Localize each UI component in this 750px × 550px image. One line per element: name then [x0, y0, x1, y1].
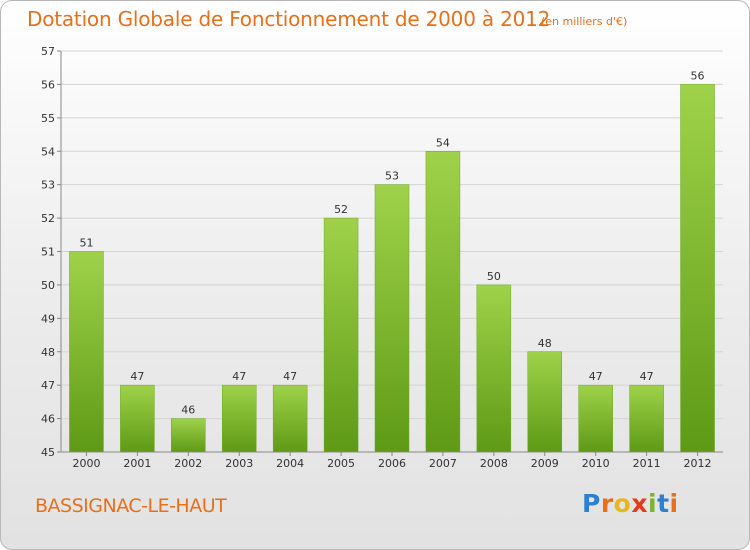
logo-letter: r [600, 489, 614, 518]
proxiti-logo: Proxiti [582, 489, 679, 518]
data-label-2011: 47 [640, 370, 654, 383]
data-labels: 51 47 46 47 47 52 53 54 50 48 47 47 56 [79, 69, 704, 416]
y-tick-label: 52 [41, 212, 55, 225]
bar-2006 [374, 184, 410, 453]
chart-unit: (en milliers d'€) [541, 15, 628, 28]
x-tick-label: 2000 [72, 457, 100, 470]
bar-2004 [272, 384, 308, 453]
y-tick-label: 49 [41, 312, 55, 325]
x-tick-label: 2012 [684, 457, 712, 470]
axes [60, 51, 723, 453]
bar-2001 [120, 384, 155, 453]
x-tick-label: 2002 [174, 457, 202, 470]
x-tick-label: 2006 [378, 457, 406, 470]
data-label-2010: 47 [589, 370, 603, 383]
x-tick-label: 2003 [225, 457, 253, 470]
y-tick-label: 50 [41, 279, 55, 292]
y-tick-label: 45 [41, 446, 55, 459]
data-label-2012: 56 [691, 69, 705, 82]
data-label-2008: 50 [487, 270, 501, 283]
data-label-2004: 47 [283, 370, 297, 383]
logo-letter: t [657, 489, 670, 518]
y-tick-label: 47 [41, 379, 55, 392]
y-tick-label: 55 [41, 112, 55, 125]
commune-name: BASSIGNAC-LE-HAUT [35, 495, 227, 517]
data-label-2002: 46 [181, 404, 195, 417]
data-label-2003: 47 [232, 370, 246, 383]
bar-2005 [323, 217, 359, 453]
data-label-2009: 48 [538, 337, 552, 350]
bar-2007 [425, 151, 461, 453]
bar-2003 [221, 384, 257, 453]
bar-2000 [69, 251, 104, 453]
y-tick-label: 48 [41, 346, 55, 359]
bar-2008 [476, 284, 512, 453]
data-label-2001: 47 [130, 370, 144, 383]
data-label-2006: 53 [385, 170, 399, 183]
bar-2011 [629, 384, 664, 453]
y-tick-label: 46 [41, 413, 55, 426]
x-axis-ticks: 2000 2001 2002 2003 2004 2005 2006 2007 2008 2009… [72, 452, 712, 470]
logo-letter: i [648, 489, 658, 518]
chart-title: Dotation Globale de Fonctionnement de 20… [27, 7, 551, 31]
x-tick-label: 2005 [327, 457, 355, 470]
y-tick-label: 54 [41, 145, 55, 158]
bar-2010 [578, 384, 613, 453]
logo-letter: i [669, 489, 679, 518]
x-tick-label: 2009 [531, 457, 559, 470]
y-tick-label: 56 [41, 78, 55, 91]
data-label-2007: 54 [436, 136, 450, 149]
bars [69, 84, 715, 453]
logo-letter: o [613, 489, 632, 518]
y-axis-ticks: 45 46 47 48 49 50 51 52 53 54 55 56 57 [41, 45, 61, 459]
x-tick-label: 2001 [123, 457, 151, 470]
y-tick-label: 51 [41, 246, 55, 259]
y-tick-label: 53 [41, 179, 55, 192]
bar-2002 [171, 418, 206, 453]
bar-2009 [527, 351, 563, 453]
data-label-2005: 52 [334, 203, 348, 216]
x-tick-label: 2011 [633, 457, 661, 470]
bar-2012 [680, 84, 715, 453]
x-tick-label: 2004 [276, 457, 304, 470]
x-tick-label: 2008 [480, 457, 508, 470]
x-tick-label: 2010 [582, 457, 610, 470]
logo-letter: P [582, 489, 601, 518]
y-tick-label: 57 [41, 45, 55, 58]
logo-letter: x [631, 489, 648, 518]
data-label-2000: 51 [79, 237, 93, 250]
x-tick-label: 2007 [429, 457, 457, 470]
